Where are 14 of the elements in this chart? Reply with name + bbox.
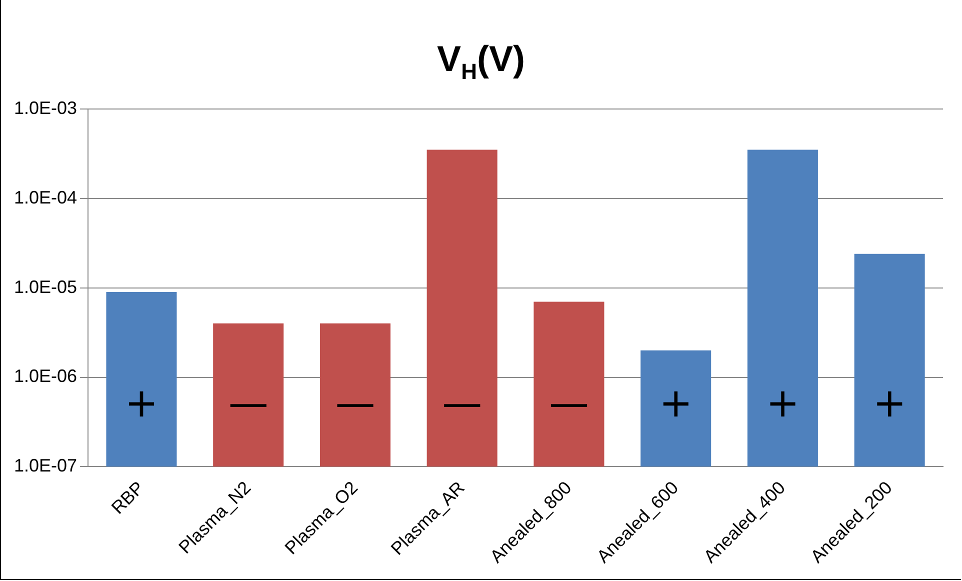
annotation: + [659,380,693,426]
annotation: — [228,380,268,426]
annotation: — [335,380,376,426]
annotation: + [766,380,800,426]
chart-title: V$_{H}$(V) [436,38,526,86]
y-tick-label: 1.0E-03 [14,98,78,118]
y-tick-label: 1.0E-06 [14,366,78,386]
annotation: + [124,380,158,426]
annotation: + [872,380,906,426]
annotation: — [548,380,589,426]
y-tick-label: 1.0E-07 [14,456,78,476]
y-tick-label: 1.0E-04 [14,187,78,208]
y-tick-label: 1.0E-05 [14,276,78,297]
annotation: — [442,380,482,426]
